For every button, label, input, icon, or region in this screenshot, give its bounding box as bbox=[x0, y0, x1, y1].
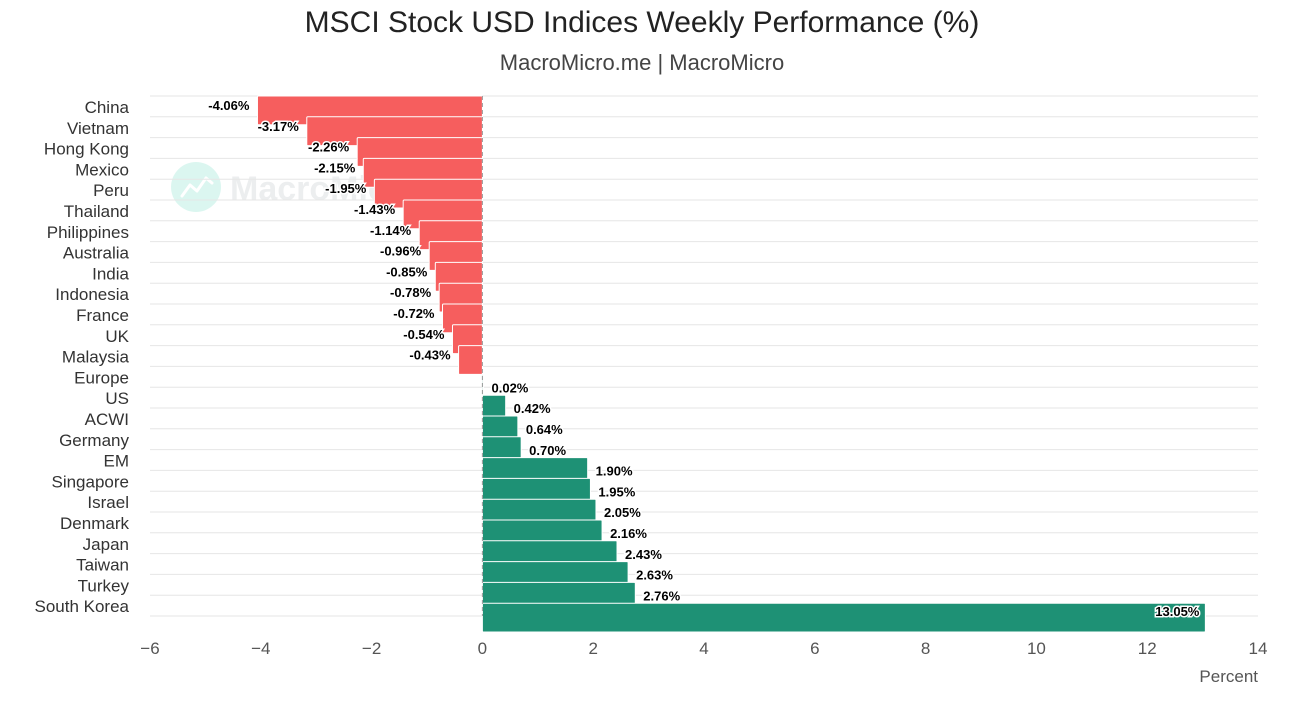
category-label: France bbox=[76, 306, 129, 325]
category-label: Philippines bbox=[47, 223, 129, 242]
chart-subtitle: MacroMicro.me | MacroMicro bbox=[499, 50, 785, 75]
bar-malaysia[interactable] bbox=[458, 345, 483, 375]
category-label: UK bbox=[105, 327, 129, 346]
data-label: -0.96% bbox=[380, 244, 422, 259]
data-label: -1.95% bbox=[325, 181, 367, 196]
category-label: Germany bbox=[59, 431, 129, 450]
x-tick-label: −2 bbox=[362, 639, 381, 658]
data-label: -0.43% bbox=[409, 348, 451, 363]
data-label: 2.76% bbox=[643, 588, 680, 603]
data-label: -3.17% bbox=[258, 119, 300, 134]
data-label: 0.70% bbox=[529, 443, 566, 458]
data-label: 2.63% bbox=[636, 568, 673, 583]
x-tick-label: 12 bbox=[1138, 639, 1157, 658]
category-label: China bbox=[85, 98, 130, 117]
data-label: 2.05% bbox=[604, 505, 641, 520]
category-label: Singapore bbox=[51, 472, 129, 491]
data-label: -0.85% bbox=[386, 264, 428, 279]
x-tick-label: 2 bbox=[588, 639, 597, 658]
category-label: EM bbox=[104, 452, 130, 471]
x-tick-label: 10 bbox=[1027, 639, 1046, 658]
data-label: 13.05% bbox=[1155, 604, 1200, 619]
category-label: Denmark bbox=[60, 514, 129, 533]
category-label: Mexico bbox=[75, 160, 129, 179]
chart-title: MSCI Stock USD Indices Weekly Performanc… bbox=[304, 6, 980, 39]
data-label: 0.64% bbox=[526, 422, 563, 437]
x-tick-label: −4 bbox=[251, 639, 270, 658]
x-tick-label: 0 bbox=[478, 639, 487, 658]
data-label: 0.02% bbox=[492, 380, 529, 395]
category-label: Peru bbox=[93, 181, 129, 200]
category-label: Taiwan bbox=[76, 556, 129, 575]
x-tick-label: 14 bbox=[1249, 639, 1268, 658]
category-label: Japan bbox=[83, 535, 129, 554]
category-label: Israel bbox=[87, 493, 129, 512]
category-label: US bbox=[105, 389, 129, 408]
category-label: ACWI bbox=[85, 410, 129, 429]
data-label: 1.95% bbox=[598, 484, 635, 499]
data-label: 2.16% bbox=[610, 526, 647, 541]
x-tick-label: −6 bbox=[140, 639, 159, 658]
data-label: -0.72% bbox=[393, 306, 435, 321]
watermark-logo-icon bbox=[171, 162, 221, 212]
data-label: -0.78% bbox=[390, 285, 432, 300]
data-label: 0.42% bbox=[514, 401, 551, 416]
data-label: -1.43% bbox=[354, 202, 396, 217]
category-label: Hong Kong bbox=[44, 140, 129, 159]
x-tick-label: 6 bbox=[810, 639, 819, 658]
bar-south-korea[interactable] bbox=[481, 602, 1206, 633]
category-label: Malaysia bbox=[62, 348, 130, 367]
data-label: -2.26% bbox=[308, 140, 350, 155]
category-label: Indonesia bbox=[55, 285, 129, 304]
category-label: India bbox=[92, 264, 129, 283]
data-label: -0.54% bbox=[403, 327, 445, 342]
x-tick-label: 8 bbox=[921, 639, 930, 658]
category-label: South Korea bbox=[34, 597, 129, 616]
category-label: Australia bbox=[63, 244, 130, 263]
data-label: -2.15% bbox=[314, 160, 356, 175]
data-label: 2.43% bbox=[625, 547, 662, 562]
category-label: Vietnam bbox=[67, 119, 129, 138]
category-label: Europe bbox=[74, 368, 129, 387]
category-label: Turkey bbox=[78, 576, 130, 595]
x-axis-title: Percent bbox=[1199, 667, 1258, 686]
data-label: 1.90% bbox=[596, 464, 633, 479]
data-label: -1.14% bbox=[370, 223, 412, 238]
x-tick-label: 4 bbox=[699, 639, 708, 658]
data-label: -4.06% bbox=[208, 98, 250, 113]
category-label: Thailand bbox=[64, 202, 129, 221]
